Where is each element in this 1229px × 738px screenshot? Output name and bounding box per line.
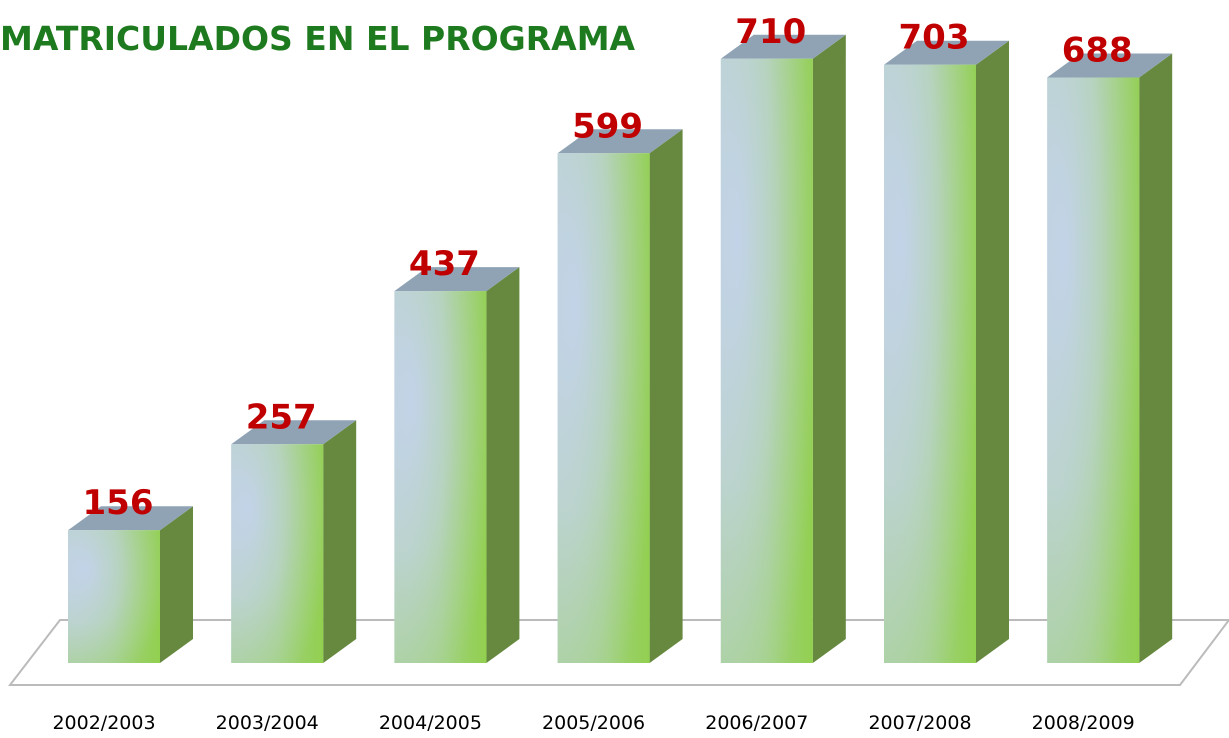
bar-side (649, 129, 683, 664)
bar (1047, 53, 1173, 663)
x-tick-label: 2003/2004 (216, 712, 319, 734)
chart-title: MATRICULADOS EN EL PROGRAMA (0, 19, 636, 58)
bar-top (231, 420, 357, 445)
bar-front-shade (1047, 77, 1140, 663)
bar-front-shade (394, 291, 487, 663)
bar (394, 267, 520, 663)
bar-side (812, 34, 846, 664)
value-label: 437 (409, 244, 480, 284)
x-tick-label: 2006/2007 (705, 712, 808, 734)
bar-top (1047, 53, 1173, 78)
bar-top (884, 40, 1009, 65)
x-tick-label: 2008/2009 (1032, 712, 1135, 734)
bar (557, 129, 683, 664)
x-tick-label: 2004/2005 (379, 712, 482, 734)
bar-side (976, 40, 1009, 663)
bar-side (160, 506, 193, 663)
bar-side (486, 267, 520, 663)
value-label: 599 (572, 106, 643, 146)
bar-top (557, 129, 683, 154)
x-tick-label: 2007/2008 (868, 712, 971, 734)
bar-front-shade (557, 153, 650, 663)
bar (68, 506, 193, 663)
bar-top (720, 34, 846, 59)
bar-top (394, 267, 520, 292)
bar-front-shade (231, 444, 324, 663)
bar-front-shade (68, 530, 160, 663)
bar-top (68, 506, 193, 531)
value-label: 710 (735, 12, 806, 52)
bar (231, 420, 357, 663)
bar (884, 40, 1009, 663)
value-label: 156 (83, 483, 154, 523)
value-label: 688 (1062, 31, 1133, 71)
value-label: 703 (899, 18, 970, 58)
bar (720, 34, 846, 664)
x-tick-label: 2005/2006 (542, 712, 645, 734)
bar-front-shade (720, 58, 813, 664)
x-tick-label: 2002/2003 (52, 712, 155, 734)
bar-front-shade (884, 64, 976, 663)
bar-side (323, 420, 357, 663)
bar-side (1139, 53, 1173, 663)
value-label: 257 (246, 397, 317, 437)
